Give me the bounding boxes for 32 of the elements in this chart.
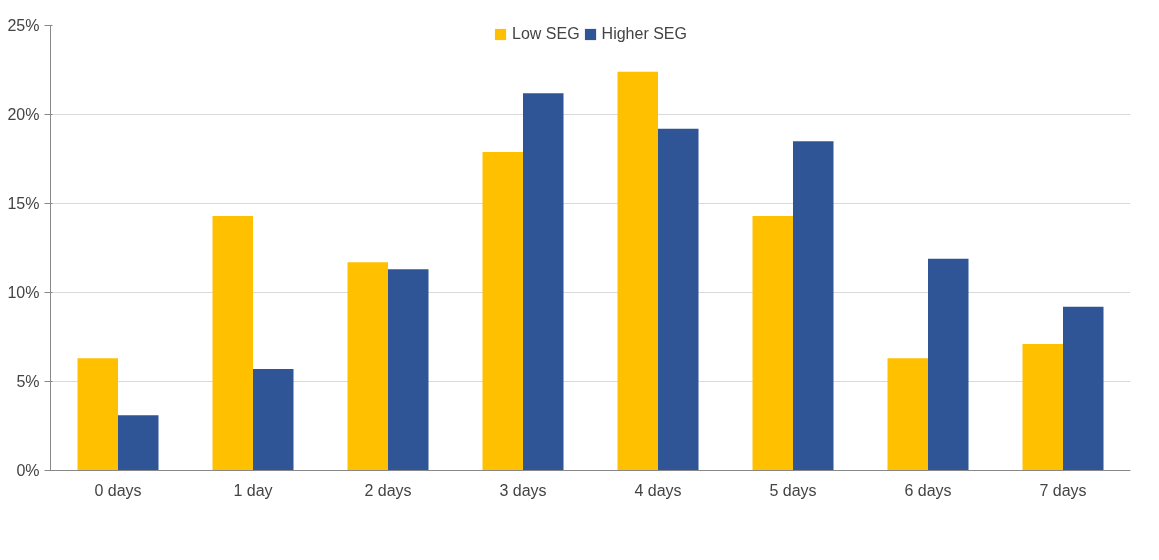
x-tick-label: 1 day (233, 481, 273, 499)
y-tick-label: 15% (7, 195, 40, 212)
x-tick-label: 6 days (904, 481, 952, 499)
x-tick-label: 5 days (769, 481, 817, 499)
bar (928, 258, 969, 471)
x-tick-label: 0 days (94, 481, 142, 499)
y-tick-label: 20% (7, 106, 40, 123)
bar (1022, 344, 1063, 471)
x-tick-label: 3 days (499, 481, 547, 499)
bar (752, 215, 793, 471)
bar (388, 269, 429, 471)
y-tick-label: 0% (16, 462, 40, 479)
x-tick-label: 7 days (1039, 481, 1087, 499)
bar (887, 358, 928, 471)
bar (77, 358, 118, 471)
bar (617, 71, 658, 471)
legend-label: Low SEG (512, 25, 580, 43)
y-tick-label: 10% (7, 284, 40, 301)
legend-label: Higher SEG (601, 25, 687, 43)
bar (118, 415, 159, 471)
bar (1063, 306, 1104, 471)
bar (793, 141, 834, 471)
x-tick-label: 2 days (364, 481, 412, 499)
bar (523, 93, 564, 471)
x-tick-label: 4 days (634, 481, 682, 499)
y-tick-label: 25% (7, 17, 40, 34)
bar (347, 262, 388, 471)
y-tick-label: 5% (16, 373, 40, 390)
bar (212, 215, 253, 471)
bar (658, 128, 699, 471)
bar (482, 151, 523, 471)
bar (253, 369, 294, 471)
